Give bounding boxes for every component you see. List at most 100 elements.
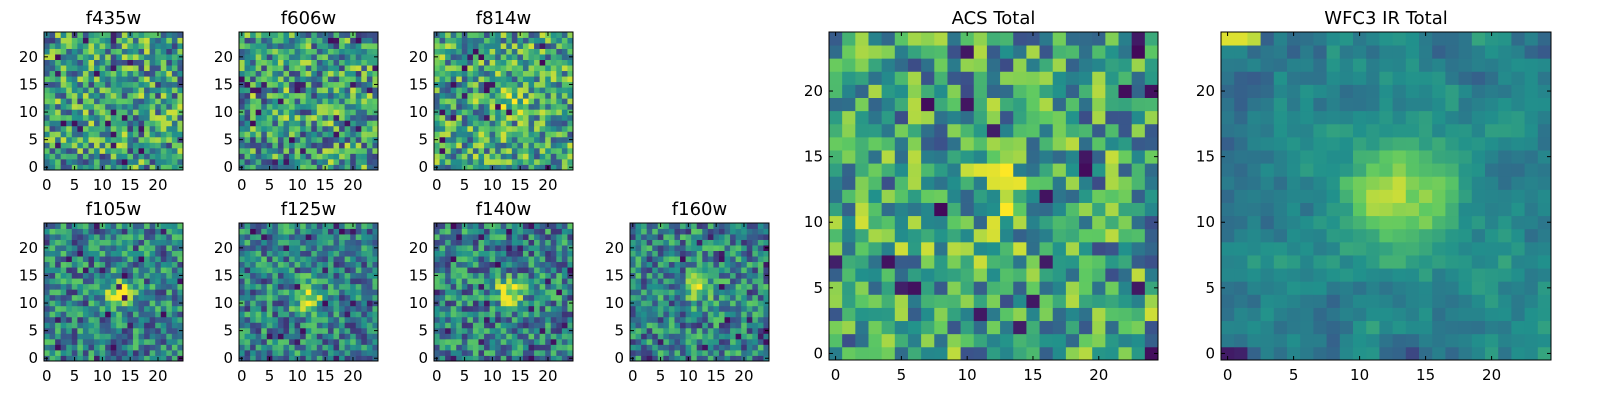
heatmap-cell xyxy=(1105,202,1119,217)
heatmap-cell xyxy=(49,125,56,132)
y-tick-label: 15 xyxy=(19,75,38,93)
heatmap-cell xyxy=(484,54,490,60)
heatmap-cell xyxy=(71,256,78,263)
heatmap-cell xyxy=(842,268,856,282)
heatmap-cell xyxy=(478,48,485,55)
heatmap-cell xyxy=(49,131,56,138)
heatmap-cell xyxy=(366,261,373,268)
heatmap-cell xyxy=(77,289,84,296)
heatmap-cell xyxy=(567,256,574,263)
heatmap-cell xyxy=(71,338,78,345)
heatmap-cell xyxy=(255,114,262,121)
heatmap-cell xyxy=(361,87,368,94)
heatmap-cell xyxy=(132,344,139,351)
heatmap-cell xyxy=(829,255,843,269)
heatmap-cell xyxy=(439,125,446,132)
heatmap-cell xyxy=(757,289,764,296)
heatmap-cell xyxy=(561,327,568,334)
heatmap-cell xyxy=(484,245,490,251)
y-tick-label: 5 xyxy=(28,131,38,149)
heatmap-cell xyxy=(99,327,106,334)
heatmap-cell xyxy=(691,289,698,296)
heatmap-cell xyxy=(344,234,351,240)
heatmap-cell xyxy=(49,59,56,66)
heatmap-cell xyxy=(44,65,50,72)
heatmap-cell xyxy=(155,147,162,154)
heatmap-cell xyxy=(94,305,100,312)
heatmap-cell xyxy=(467,349,474,356)
heatmap-cell xyxy=(94,283,100,290)
heatmap-cell xyxy=(685,283,692,290)
heatmap-cell xyxy=(511,164,518,171)
heatmap-cell xyxy=(707,327,714,334)
heatmap-cell xyxy=(511,272,518,279)
heatmap-cell xyxy=(283,92,290,99)
heatmap-cell xyxy=(144,109,151,116)
heatmap-cell xyxy=(657,256,664,263)
heatmap-cell xyxy=(110,37,117,44)
heatmap-cell xyxy=(294,338,301,345)
heatmap-cell xyxy=(472,338,479,345)
heatmap-cell xyxy=(881,241,896,256)
heatmap-cell xyxy=(116,131,123,138)
heatmap-cell xyxy=(668,355,675,362)
heatmap-cell xyxy=(366,267,373,274)
heatmap-cell xyxy=(350,153,357,160)
heatmap-cell xyxy=(763,250,770,257)
heatmap-cell xyxy=(255,300,262,307)
heatmap-cell xyxy=(116,81,123,88)
heatmap-cell xyxy=(556,59,563,66)
heatmap-cell xyxy=(272,250,279,257)
heatmap-cell xyxy=(110,54,117,60)
heatmap-cell xyxy=(467,256,474,263)
heatmap-cell xyxy=(696,283,703,290)
heatmap-cell xyxy=(528,283,535,290)
heatmap-cell xyxy=(99,234,106,240)
heatmap-cell xyxy=(724,311,731,318)
heatmap-cell xyxy=(641,267,648,274)
heatmap-cell xyxy=(539,327,546,334)
heatmap-cell xyxy=(121,272,128,279)
heatmap-cell xyxy=(674,234,681,240)
heatmap-cell xyxy=(539,305,546,312)
heatmap-cell xyxy=(528,136,535,143)
heatmap-cell xyxy=(685,239,692,246)
heatmap-cell xyxy=(500,327,507,334)
heatmap-cell xyxy=(646,294,653,301)
heatmap-cell xyxy=(333,305,340,312)
heatmap-cell xyxy=(355,272,362,279)
heatmap-cell xyxy=(266,234,273,240)
heatmap-cell xyxy=(305,48,312,55)
heatmap-cell xyxy=(344,142,351,149)
heatmap-cell xyxy=(305,54,312,60)
heatmap-cell xyxy=(244,223,251,229)
heatmap-cell xyxy=(110,338,117,345)
heatmap-cell xyxy=(657,228,664,235)
heatmap-cell xyxy=(1039,307,1054,322)
heatmap-cell xyxy=(680,256,686,263)
heatmap-cell xyxy=(311,114,318,121)
heatmap-cell xyxy=(160,92,167,99)
heatmap-cell xyxy=(250,158,257,165)
heatmap-cell xyxy=(300,256,307,263)
heatmap-cell xyxy=(467,338,474,345)
heatmap-cell xyxy=(567,59,574,66)
heatmap-cell xyxy=(171,283,178,290)
heatmap-cell xyxy=(561,338,568,345)
heatmap-cell xyxy=(855,333,869,348)
heatmap-cell xyxy=(132,37,139,44)
heatmap-cell xyxy=(239,294,245,301)
heatmap-cell xyxy=(467,316,474,323)
heatmap-cell xyxy=(305,81,312,88)
heatmap-cell xyxy=(674,322,681,329)
heatmap-cell xyxy=(60,261,67,268)
heatmap-cell xyxy=(144,125,151,132)
heatmap-cell xyxy=(539,261,546,268)
heatmap-cell xyxy=(149,311,156,318)
heatmap-cell xyxy=(127,59,134,66)
heatmap-cell xyxy=(461,43,468,49)
heatmap-cell xyxy=(641,261,648,268)
heatmap-cell xyxy=(289,37,295,44)
heatmap-cell xyxy=(300,333,307,340)
heatmap-cell xyxy=(1118,176,1133,190)
